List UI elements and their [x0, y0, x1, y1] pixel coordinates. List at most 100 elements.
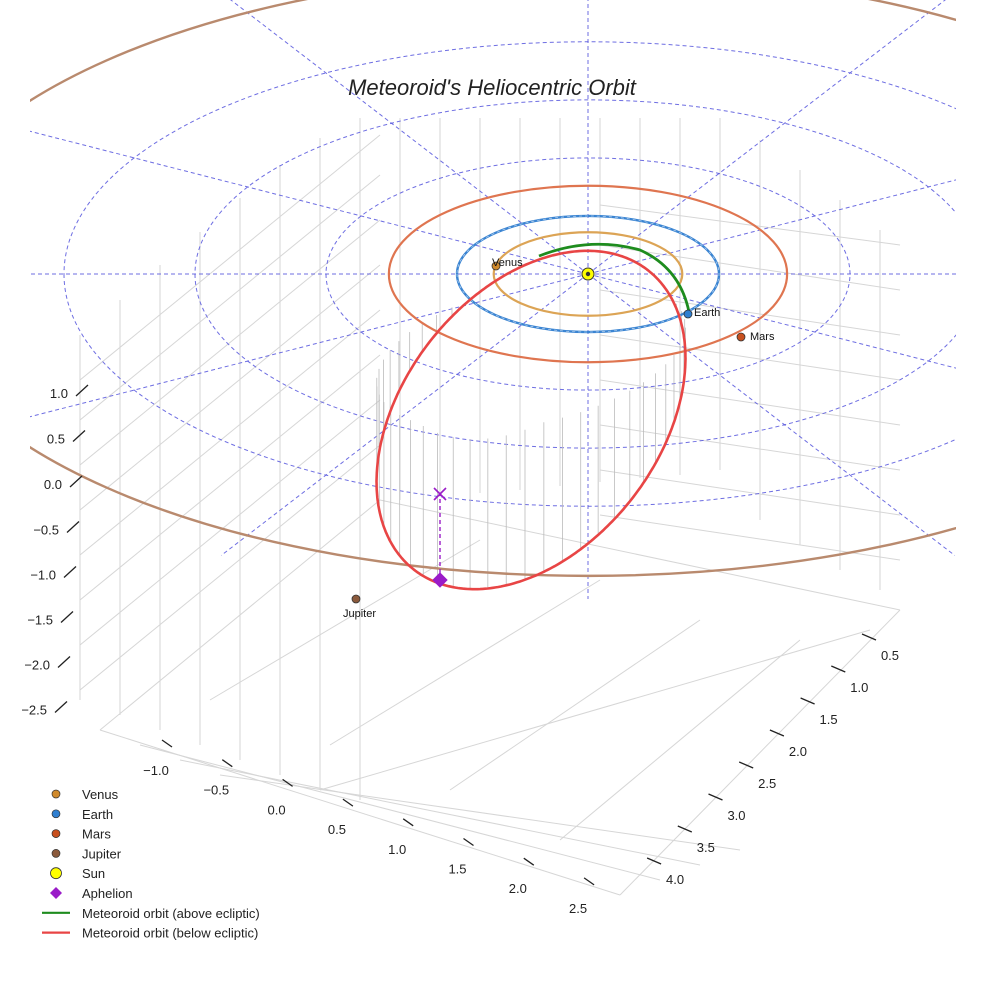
z-tick	[69, 475, 83, 488]
legend-label: Jupiter	[82, 846, 122, 861]
x-tick	[523, 857, 535, 866]
orbit-above-ecliptic	[538, 242, 691, 313]
y-tick-label: 1.0	[850, 680, 868, 695]
ecliptic-spoke	[230, 0, 589, 275]
x-tick-label: 1.5	[448, 862, 466, 877]
y-tick	[831, 665, 846, 673]
x-tick	[463, 837, 474, 847]
legend-item: Jupiter	[51, 846, 122, 861]
legend-swatch	[51, 849, 61, 858]
z-tick	[54, 701, 68, 713]
planet-orbits	[30, 0, 956, 577]
legend-swatch	[51, 809, 61, 819]
ecliptic-spoke	[30, 273, 589, 418]
z-tick-label: 0.5	[47, 432, 65, 447]
z-tick-label: −0.5	[33, 523, 59, 538]
legend-label: Meteoroid orbit (above ecliptic)	[82, 906, 260, 921]
legend-item: Sun	[50, 866, 105, 881]
grid-line	[79, 174, 381, 421]
z-tick-label: −2.0	[24, 658, 50, 673]
legend-item: Meteoroid orbit (above ecliptic)	[42, 906, 260, 921]
z-tick	[60, 611, 74, 623]
legend-swatch	[51, 829, 61, 838]
legend-item: Earth	[51, 807, 113, 822]
ecliptic-spoke	[587, 273, 956, 369]
legend-item: Meteoroid orbit (below ecliptic)	[42, 926, 258, 941]
legend-label: Aphelion	[82, 886, 133, 901]
ecliptic-spoke	[30, 130, 589, 275]
ecliptic-spoke	[587, 0, 946, 275]
aphelion-marker	[432, 572, 448, 588]
legend: Venus Earth Mars Jupiter Sun Aphelion Meteoroi…	[42, 787, 260, 941]
x-tick-label: 2.0	[509, 881, 527, 896]
y-tick	[800, 697, 815, 705]
x-tick	[402, 818, 414, 827]
y-tick-label: 2.0	[789, 744, 807, 759]
grid-line	[599, 204, 901, 246]
y-tick	[769, 729, 785, 737]
venus-marker	[491, 261, 501, 271]
legend-label: Sun	[82, 866, 105, 881]
grid-line	[449, 619, 701, 791]
grid-line	[179, 759, 701, 866]
legend-item: Mars	[51, 827, 111, 842]
x-tick	[282, 778, 293, 787]
legend-label: Venus	[82, 787, 119, 802]
grid-line	[219, 774, 741, 851]
x-tick	[161, 739, 173, 748]
grid-line	[139, 744, 661, 881]
grid-line	[79, 354, 381, 601]
orbit-stems	[376, 300, 686, 590]
grid-line	[559, 639, 801, 841]
x-tick	[583, 877, 595, 886]
grid-line	[379, 499, 901, 611]
aphelion-projection-marker	[433, 487, 447, 501]
grid-line	[329, 579, 601, 746]
z-tick-label: −1.0	[30, 568, 56, 583]
x-tick-label: 0.5	[328, 822, 346, 837]
meteoroid-orbit	[375, 242, 691, 591]
legend-swatch	[50, 867, 62, 880]
y-tick	[708, 793, 723, 801]
ecliptic-ring	[325, 157, 851, 391]
z-tick	[66, 521, 80, 533]
ecliptic-ring	[63, 41, 956, 507]
earth-marker	[683, 309, 693, 319]
mars-label: Mars	[750, 331, 775, 343]
grid-line	[79, 134, 381, 381]
x-axis: −1.0 −0.5 0.0 0.5 1.0 1.5 2.0 2.5	[143, 739, 595, 916]
grid-line	[79, 309, 381, 556]
z-tick-label: 1.0	[50, 386, 68, 401]
venus-label: Venus	[492, 257, 523, 269]
z-tick	[75, 384, 89, 397]
x-tick-label: −0.5	[203, 783, 229, 798]
grid-line	[599, 334, 901, 381]
legend-swatch	[51, 789, 61, 799]
y-tick	[646, 857, 662, 865]
jupiter-marker	[351, 594, 361, 604]
x-tick-label: −1.0	[143, 763, 169, 778]
grid-line	[99, 499, 381, 731]
y-tick-label: 1.5	[820, 712, 838, 727]
grid-line	[599, 379, 901, 426]
y-tick-label: 2.5	[758, 776, 776, 791]
grid-line	[79, 219, 381, 466]
y-tick-label: 4.0	[666, 872, 684, 887]
grid-line	[599, 244, 901, 291]
grid-line	[79, 264, 381, 511]
box-grid	[79, 118, 901, 896]
x-tick	[221, 759, 233, 768]
ecliptic-spoke	[220, 273, 589, 556]
z-tick	[57, 656, 71, 668]
legend-swatch	[50, 887, 62, 899]
z-tick	[63, 566, 77, 578]
y-tick	[677, 825, 693, 833]
x-tick-label: 1.0	[388, 842, 406, 857]
legend-item: Venus	[51, 787, 119, 802]
legend-item: Aphelion	[50, 886, 133, 901]
grid-line	[599, 289, 901, 336]
orbit-below-ecliptic	[375, 249, 687, 591]
earth-orbit-dash	[456, 215, 720, 333]
legend-label: Earth	[82, 807, 113, 822]
